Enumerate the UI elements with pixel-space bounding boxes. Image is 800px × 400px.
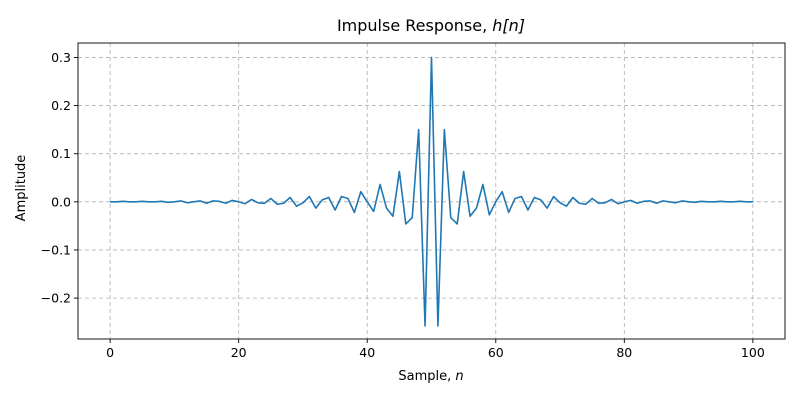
x-tick-label: 100 (741, 345, 765, 360)
y-tick-label: −0.1 (41, 242, 71, 257)
y-axis-ticks: −0.2 −0.1 0.0 0.1 0.2 0.3 (41, 50, 78, 306)
chart-title-text: Impulse Response, (337, 16, 492, 35)
x-tick-label: 60 (488, 345, 504, 360)
x-axis-ticks: 0 20 40 60 80 100 (106, 339, 765, 360)
y-tick-label: 0.1 (51, 146, 71, 161)
y-tick-label: 0.2 (51, 98, 71, 113)
x-tick-label: 80 (616, 345, 632, 360)
impulse-response-line (110, 56, 753, 327)
grid-lines (78, 43, 785, 339)
series-layer (110, 56, 753, 327)
x-axis-label-math: n (455, 369, 463, 384)
chart-title: Impulse Response, h[n] (337, 16, 525, 35)
x-axis-label-text: Sample, (398, 369, 455, 384)
plot-frame (77, 42, 786, 340)
y-axis-label: Amplitude (14, 155, 29, 222)
x-axis-label: Sample, n (398, 369, 463, 384)
y-tick-label: 0.0 (51, 194, 71, 209)
chart-title-math: h[n] (492, 16, 525, 35)
y-tick-label: 0.3 (51, 50, 71, 65)
x-tick-label: 40 (359, 345, 375, 360)
x-tick-label: 20 (231, 345, 247, 360)
x-tick-label: 0 (106, 345, 114, 360)
y-tick-label: −0.2 (41, 291, 71, 306)
